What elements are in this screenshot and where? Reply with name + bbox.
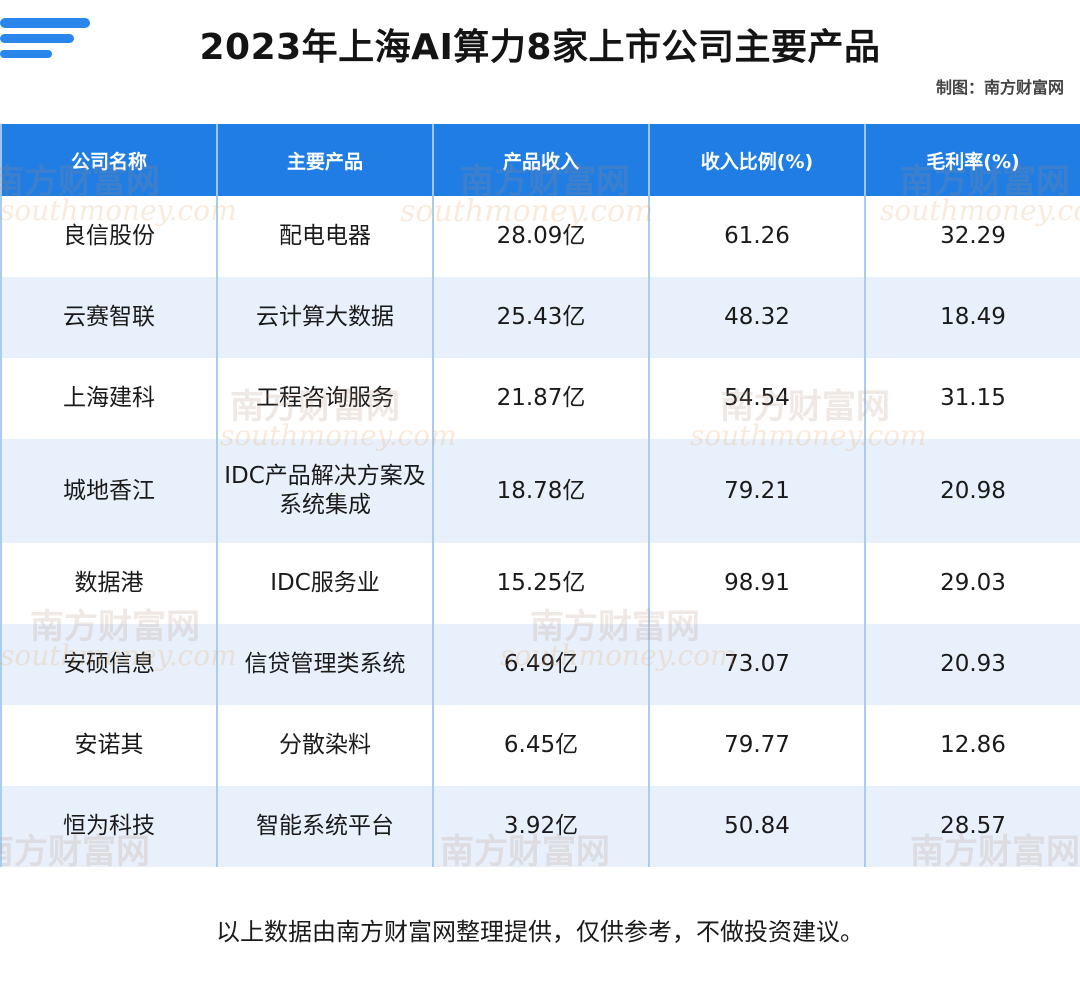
company-name-cell: 云赛智联 — [0, 277, 218, 358]
table-row: 安诺其 分散染料 6.45亿 79.77 12.86 — [0, 705, 1080, 786]
page-title: 2023年上海AI算力8家上市公司主要产品 — [199, 27, 881, 68]
product-cell: IDC服务业 — [216, 543, 434, 624]
product-cell: 信贷管理类系统 — [216, 624, 434, 705]
table-row: 云赛智联 云计算大数据 25.43亿 48.32 18.49 — [0, 277, 1080, 358]
gross-margin-cell: 20.98 — [864, 439, 1080, 543]
table-row: 安硕信息 信贷管理类系统 6.49亿 73.07 20.93 — [0, 624, 1080, 705]
revenue-cell: 25.43亿 — [432, 277, 650, 358]
data-table-container: 公司名称 主要产品 产品收入 收入比例(%) 毛利率(%) 良信股份 配电电器 … — [0, 124, 1080, 870]
column-header: 公司名称 — [0, 124, 218, 196]
gross-margin-cell: 29.03 — [864, 543, 1080, 624]
gross-margin-cell: 20.93 — [864, 624, 1080, 705]
gross-margin-cell: 12.86 — [864, 705, 1080, 786]
chart-credit: 制图：南方财富网 — [935, 78, 1064, 97]
revenue-ratio-cell: 79.77 — [648, 705, 866, 786]
brand-logo-icon — [0, 18, 90, 58]
gross-margin-cell: 32.29 — [864, 196, 1080, 277]
product-cell: 工程咨询服务 — [216, 358, 434, 439]
revenue-ratio-cell: 73.07 — [648, 624, 866, 705]
product-cell: 分散染料 — [216, 705, 434, 786]
column-header: 产品收入 — [432, 124, 650, 196]
revenue-ratio-cell: 54.54 — [648, 358, 866, 439]
table-row: 恒为科技 智能系统平台 3.92亿 50.84 28.57 — [0, 786, 1080, 867]
gross-margin-cell: 31.15 — [864, 358, 1080, 439]
company-products-table: 公司名称 主要产品 产品收入 收入比例(%) 毛利率(%) 良信股份 配电电器 … — [0, 124, 1080, 867]
product-cell: 配电电器 — [216, 196, 434, 277]
revenue-cell: 21.87亿 — [432, 358, 650, 439]
disclaimer-footnote: 以上数据由南方财富网整理提供，仅供参考，不做投资建议。 — [216, 918, 864, 946]
column-header: 收入比例(%) — [648, 124, 866, 196]
gross-margin-cell: 28.57 — [864, 786, 1080, 867]
company-name-cell: 良信股份 — [0, 196, 218, 277]
company-name-cell: 恒为科技 — [0, 786, 218, 867]
table-header-row: 公司名称 主要产品 产品收入 收入比例(%) 毛利率(%) — [0, 124, 1080, 196]
company-name-cell: 上海建科 — [0, 358, 218, 439]
revenue-cell: 6.49亿 — [432, 624, 650, 705]
column-header: 毛利率(%) — [864, 124, 1080, 196]
revenue-cell: 6.45亿 — [432, 705, 650, 786]
table-row: 上海建科 工程咨询服务 21.87亿 54.54 31.15 — [0, 358, 1080, 439]
column-header: 主要产品 — [216, 124, 434, 196]
revenue-ratio-cell: 50.84 — [648, 786, 866, 867]
product-cell: 云计算大数据 — [216, 277, 434, 358]
revenue-cell: 15.25亿 — [432, 543, 650, 624]
revenue-ratio-cell: 61.26 — [648, 196, 866, 277]
gross-margin-cell: 18.49 — [864, 277, 1080, 358]
table-row: 良信股份 配电电器 28.09亿 61.26 32.29 — [0, 196, 1080, 277]
product-cell: IDC产品解决方案及系统集成 — [216, 439, 434, 543]
revenue-cell: 18.78亿 — [432, 439, 650, 543]
company-name-cell: 安硕信息 — [0, 624, 218, 705]
table-row: 数据港 IDC服务业 15.25亿 98.91 29.03 — [0, 543, 1080, 624]
revenue-cell: 3.92亿 — [432, 786, 650, 867]
company-name-cell: 安诺其 — [0, 705, 218, 786]
revenue-ratio-cell: 79.21 — [648, 439, 866, 543]
company-name-cell: 城地香江 — [0, 439, 218, 543]
company-name-cell: 数据港 — [0, 543, 218, 624]
revenue-ratio-cell: 98.91 — [648, 543, 866, 624]
revenue-cell: 28.09亿 — [432, 196, 650, 277]
revenue-ratio-cell: 48.32 — [648, 277, 866, 358]
table-row: 城地香江 IDC产品解决方案及系统集成 18.78亿 79.21 20.98 — [0, 439, 1080, 543]
product-cell: 智能系统平台 — [216, 786, 434, 867]
